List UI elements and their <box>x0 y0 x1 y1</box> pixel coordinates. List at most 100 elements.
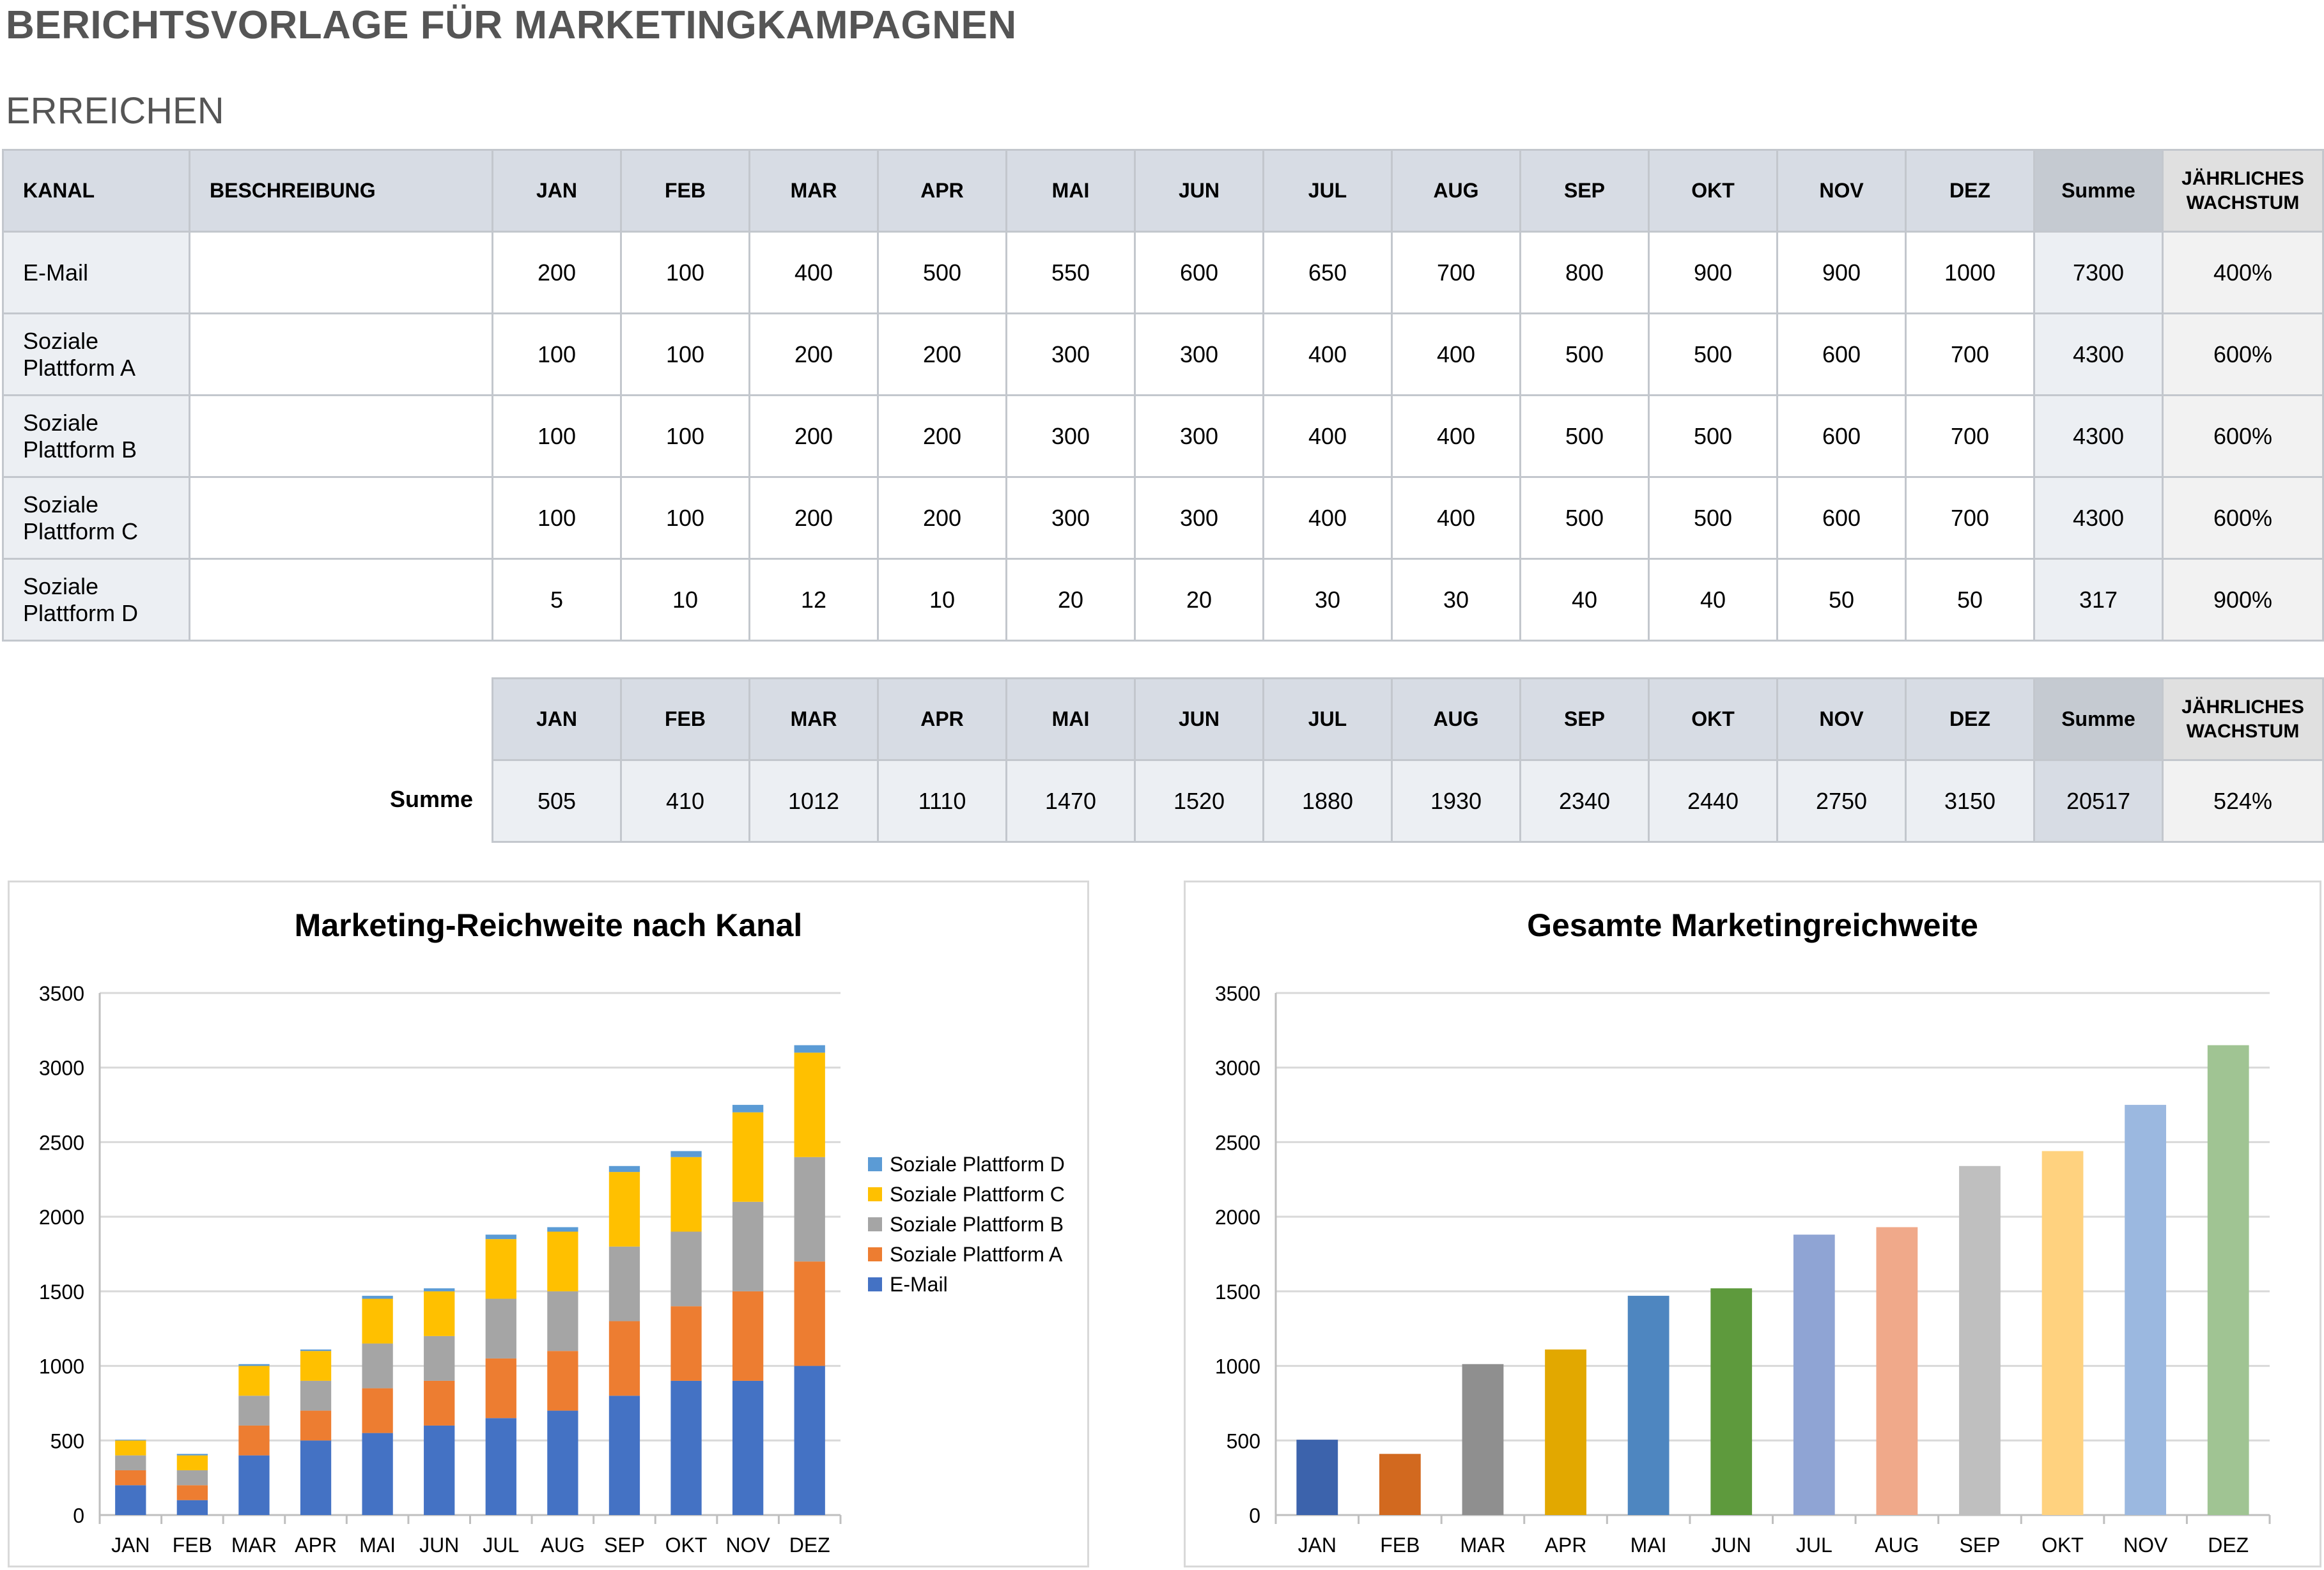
x-tick-label: AUG <box>541 1534 585 1557</box>
month-value-cell: 1000 <box>1905 231 2035 314</box>
month-value-cell: 200 <box>748 476 879 560</box>
totals-header-month: MAI <box>1005 677 1136 761</box>
bar <box>1959 1166 2001 1515</box>
channel-name-line-1: Soziale <box>23 409 99 436</box>
total-month-cell: 1110 <box>877 759 1007 843</box>
bar <box>1710 1288 1753 1515</box>
x-tick-label: NOV <box>725 1534 770 1557</box>
bar-segment <box>485 1235 516 1240</box>
bar-segment <box>608 1321 640 1396</box>
total-month-cell: 410 <box>620 759 750 843</box>
month-value-cell: 10 <box>877 558 1007 642</box>
description-cell[interactable] <box>189 476 493 560</box>
bar-segment <box>115 1440 146 1456</box>
bar-segment <box>732 1112 764 1202</box>
month-value-cell: 650 <box>1262 231 1393 314</box>
bar-segment <box>794 1366 825 1515</box>
bar-segment <box>300 1351 332 1381</box>
month-value-cell: 400 <box>1262 394 1393 478</box>
totals-header-row: JAN FEB MAR APR MAI JUN JUL AUG SEP OKT NOV DEZ Summ… <box>492 677 2324 761</box>
bar <box>2125 1105 2167 1515</box>
bar-segment <box>115 1485 146 1515</box>
month-value-cell: 100 <box>492 476 622 560</box>
bar-segment <box>794 1261 825 1366</box>
x-tick-label: OKT <box>2041 1534 2084 1557</box>
row-sum-cell: 4300 <box>2033 476 2164 560</box>
month-value-cell: 12 <box>748 558 879 642</box>
x-tick-label: FEB <box>173 1534 212 1557</box>
bar-segment <box>732 1380 764 1515</box>
month-value-cell: 300 <box>1134 394 1264 478</box>
month-value-cell: 20 <box>1005 558 1136 642</box>
chart-total-reach: Gesamte Marketingreichweite 0 500 1000 1500… <box>1184 881 2321 1567</box>
page-title: BERICHTSVORLAGE FÜR MARKETINGKAMPAGNEN <box>6 3 1017 47</box>
x-tick-label: JUN <box>419 1534 459 1557</box>
month-value-cell: 100 <box>620 476 750 560</box>
bar <box>1462 1364 1504 1515</box>
month-value-cell: 400 <box>1391 476 1521 560</box>
month-value-cell: 550 <box>1005 231 1136 314</box>
channel-name: Soziale Plattform C <box>2 476 190 560</box>
y-tick-label: 3500 <box>39 982 84 1005</box>
y-tick-label: 500 <box>50 1429 84 1452</box>
total-month-cell: 505 <box>492 759 622 843</box>
description-cell[interactable] <box>189 231 493 314</box>
header-month: APR <box>877 149 1007 233</box>
month-value-cell: 400 <box>1391 312 1521 396</box>
month-value-cell: 50 <box>1776 558 1907 642</box>
month-value-cell: 500 <box>1648 476 1778 560</box>
month-value-cell: 30 <box>1262 558 1393 642</box>
totals-label: Summe <box>389 786 473 812</box>
bar-segment <box>300 1410 332 1441</box>
channel-name: Soziale Plattform B <box>2 394 190 478</box>
y-tick-label: 2000 <box>1215 1206 1260 1229</box>
month-value-cell: 50 <box>1905 558 2035 642</box>
row-growth-cell: 600% <box>2162 476 2324 560</box>
bar-segment <box>547 1351 578 1411</box>
totals-header-month: APR <box>877 677 1007 761</box>
total-month-cell: 1470 <box>1005 759 1136 843</box>
row-sum-cell: 317 <box>2033 558 2164 642</box>
chart-1-svg: 0 500 1000 1500 2000 2500 3000 3500 JAN FEB MAR APR… <box>39 982 1065 1557</box>
month-value-cell: 600 <box>1776 476 1907 560</box>
bar-segment <box>794 1052 825 1157</box>
bar-segment <box>300 1380 332 1411</box>
channel-name-line-1: E-Mail <box>23 259 89 286</box>
month-value-cell: 400 <box>748 231 879 314</box>
bar-segment <box>547 1291 578 1351</box>
x-tick-label: MAI <box>1631 1534 1667 1557</box>
month-value-cell: 30 <box>1391 558 1521 642</box>
channel-name-line-2: Plattform A <box>23 354 136 381</box>
month-value-cell: 500 <box>1648 312 1778 396</box>
channel-name: Soziale Plattform D <box>2 558 190 642</box>
month-value-cell: 600 <box>1134 231 1264 314</box>
bar-segment <box>362 1343 393 1389</box>
bar-segment <box>732 1105 764 1112</box>
bar-segment <box>176 1455 208 1470</box>
description-cell[interactable] <box>189 558 493 642</box>
header-month: OKT <box>1648 149 1778 233</box>
totals-header-summe: Summe <box>2033 677 2164 761</box>
row-growth-cell: 600% <box>2162 394 2324 478</box>
legend-label: Soziale Plattform A <box>890 1243 1063 1266</box>
bar-segment <box>238 1455 270 1515</box>
totals-header-month: OKT <box>1648 677 1778 761</box>
bar-segment <box>300 1440 332 1515</box>
bar-segment <box>732 1201 764 1291</box>
channel-name-line-2: Plattform B <box>23 436 137 463</box>
row-growth-cell: 400% <box>2162 231 2324 314</box>
total-month-cell: 1012 <box>748 759 879 843</box>
month-value-cell: 300 <box>1005 476 1136 560</box>
bar <box>1545 1349 1586 1515</box>
month-value-cell: 500 <box>1519 312 1650 396</box>
description-cell[interactable] <box>189 394 493 478</box>
bar <box>2207 1045 2249 1515</box>
bar-segment <box>608 1166 640 1173</box>
legend-swatch <box>868 1247 882 1261</box>
channel-name: E-Mail <box>2 231 190 314</box>
legend-swatch <box>868 1277 882 1291</box>
table-row: Soziale Plattform C 100 100 200 200 300 300 400 4… <box>2 476 2324 560</box>
bar-segment <box>238 1425 270 1456</box>
bar-segment <box>115 1455 146 1470</box>
description-cell[interactable] <box>189 312 493 396</box>
